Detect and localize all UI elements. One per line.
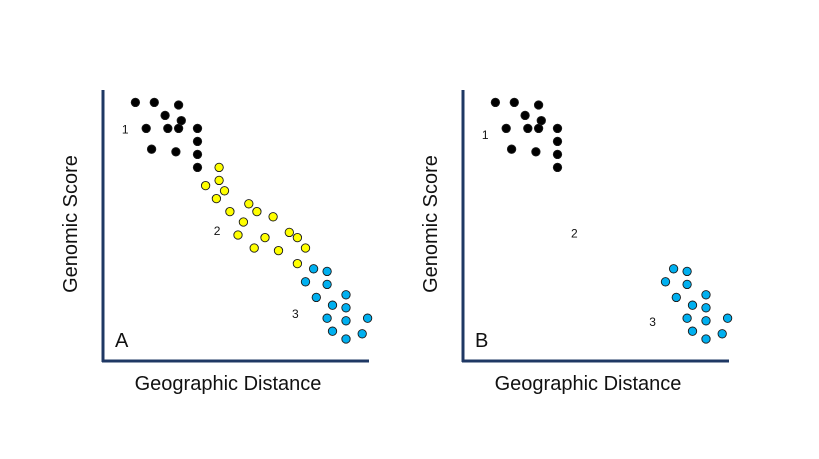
panel-a-cluster-1-point-7 bbox=[163, 123, 173, 134]
panel-a-cluster-3-point-5 bbox=[311, 292, 321, 303]
panel-a-cluster-3-point-1 bbox=[308, 264, 319, 274]
panel-a-cluster-3-point-2 bbox=[322, 266, 332, 277]
panel-b-cluster-1-point-5 bbox=[536, 115, 546, 126]
panel-b-cluster-label-1: 1 bbox=[482, 128, 489, 142]
panel-a-cluster-1-point-14 bbox=[192, 162, 203, 173]
panel-a-cluster-1-point-11 bbox=[146, 144, 157, 154]
panel-a-cluster-2-point-6 bbox=[244, 199, 254, 209]
panel-b-cluster-1-point-7 bbox=[523, 123, 533, 134]
panel-a-cluster-2-point-15 bbox=[249, 243, 259, 253]
panel-a-cluster-label-1: 1 bbox=[122, 123, 129, 137]
panel-b-cluster-3-point-7 bbox=[687, 300, 698, 310]
panel-b-cluster-label-3: 3 bbox=[649, 315, 656, 329]
panel-a-cluster-1-point-5 bbox=[176, 115, 186, 126]
panel-b-cluster-3-point-14 bbox=[701, 334, 711, 344]
panel-b-cluster-3-point-13 bbox=[717, 329, 727, 339]
panel-b-cluster-label-2: 2 bbox=[571, 227, 578, 241]
panel-b-cluster-1-point-3 bbox=[533, 100, 544, 110]
panel-a-cluster-label-3: 3 bbox=[292, 307, 299, 321]
panel-b-cluster-3-point-4 bbox=[682, 279, 692, 290]
panel-b-cluster-3-point-9 bbox=[682, 313, 692, 323]
panel-a-cluster-2-point-18 bbox=[292, 258, 303, 269]
panel-a-cluster-1-point-6 bbox=[141, 123, 151, 134]
panel-a-x-axis-title: Geographic Distance bbox=[135, 373, 322, 395]
panel-a-cluster-3-point-9 bbox=[322, 313, 332, 323]
panel-b-cluster-3-point-2 bbox=[682, 266, 692, 277]
panel-a-cluster-label-2: 2 bbox=[214, 224, 221, 238]
panel-b-cluster-1-point-11 bbox=[506, 144, 517, 154]
panel-a-cluster-3-point-8 bbox=[341, 303, 351, 313]
panel-a-cluster-1-point-2 bbox=[149, 97, 159, 108]
panel-b-points bbox=[490, 97, 733, 344]
panel-a-cluster-1-point-8 bbox=[173, 123, 184, 134]
panel-a-cluster-2-point-8 bbox=[252, 206, 262, 217]
panel-a-cluster-2-point-5 bbox=[211, 193, 222, 204]
panel-a-cluster-3-point-3 bbox=[300, 277, 311, 287]
panel-a-cluster-3-point-14 bbox=[341, 334, 351, 344]
panel-a-cluster-2-point-16 bbox=[300, 243, 311, 253]
panel-b-letter: B bbox=[475, 330, 488, 352]
panel-a-cluster-2-point-10 bbox=[238, 217, 249, 227]
panel-a-cluster-1-point-10 bbox=[192, 136, 203, 147]
panel-a-cluster-3-point-7 bbox=[327, 300, 338, 310]
panel-b-cluster-3-point-3 bbox=[660, 277, 671, 287]
panel-a-cluster-1-point-1 bbox=[130, 97, 141, 108]
panel-b-x-axis-title: Geographic Distance bbox=[495, 373, 682, 395]
panel-b: Genomic Score Geographic Distance B 1 2 3 bbox=[420, 90, 733, 395]
panel-a-cluster-1-point-9 bbox=[192, 123, 203, 134]
panel-b-cluster-1-point-14 bbox=[552, 162, 563, 173]
panel-a-cluster-2-point-14 bbox=[292, 232, 303, 243]
panel-b-cluster-1-point-6 bbox=[501, 123, 511, 134]
panel-a-cluster-2-point-4 bbox=[219, 186, 230, 196]
panel-a-cluster-2-point-9 bbox=[268, 212, 278, 222]
panel-b-cluster-1-point-4 bbox=[520, 110, 530, 121]
panel-a-cluster-2-point-7 bbox=[225, 206, 235, 217]
panel-a-cluster-3-point-6 bbox=[341, 290, 351, 300]
panel-a-cluster-2-point-11 bbox=[284, 227, 294, 238]
panel-a-cluster-3-point-13 bbox=[357, 329, 367, 339]
panel-a-cluster-2-point-12 bbox=[233, 230, 243, 240]
panel-b-cluster-1-point-1 bbox=[490, 97, 501, 108]
panel-b-cluster-3-point-6 bbox=[701, 290, 711, 300]
panel-a-cluster-3-point-11 bbox=[362, 313, 373, 323]
panel-a-cluster-1-point-3 bbox=[173, 100, 184, 110]
panel-b-cluster-1-point-10 bbox=[552, 136, 563, 147]
panel-a-cluster-2-point-1 bbox=[214, 162, 224, 173]
panel-b-cluster-3-point-11 bbox=[722, 313, 733, 323]
panel-b-cluster-3-point-5 bbox=[671, 292, 681, 303]
panel-a-cluster-3-point-12 bbox=[327, 326, 338, 336]
panel-a-points bbox=[130, 97, 373, 344]
panel-b-cluster-1-point-13 bbox=[552, 149, 563, 160]
panel-a-cluster-2-point-3 bbox=[200, 180, 211, 191]
panel-b-cluster-3-point-8 bbox=[701, 303, 711, 313]
panel-b-cluster-3-point-1 bbox=[668, 264, 679, 274]
panel-b-cluster-3-point-10 bbox=[701, 316, 711, 326]
panel-a-cluster-1-point-13 bbox=[192, 149, 203, 160]
panel-b-cluster-labels: 1 2 3 bbox=[482, 128, 656, 329]
panel-b-cluster-1-point-9 bbox=[552, 123, 563, 134]
panel-a-letter: A bbox=[115, 330, 129, 352]
panel-b-cluster-3-point-12 bbox=[687, 326, 698, 336]
panel-a-cluster-1-point-12 bbox=[171, 147, 181, 157]
panel-a-cluster-2-point-2 bbox=[214, 175, 224, 186]
panel-a-cluster-3-point-4 bbox=[322, 279, 332, 290]
panel-b-y-axis-title: Genomic Score bbox=[420, 155, 442, 293]
panel-a-y-axis-title: Genomic Score bbox=[60, 155, 82, 293]
panel-b-cluster-1-point-12 bbox=[531, 147, 541, 157]
panel-a-cluster-3-point-10 bbox=[341, 316, 351, 326]
panel-b-cluster-1-point-2 bbox=[509, 97, 519, 108]
panel-a-cluster-2-point-13 bbox=[260, 232, 270, 243]
panel-b-cluster-1-point-8 bbox=[533, 123, 544, 134]
panel-a-cluster-2-point-17 bbox=[273, 245, 284, 256]
panel-a-cluster-labels: 1 2 3 bbox=[122, 123, 299, 322]
panel-a-cluster-1-point-4 bbox=[160, 110, 170, 121]
panel-a: Genomic Score Geographic Distance A 1 2 3 bbox=[60, 90, 373, 395]
